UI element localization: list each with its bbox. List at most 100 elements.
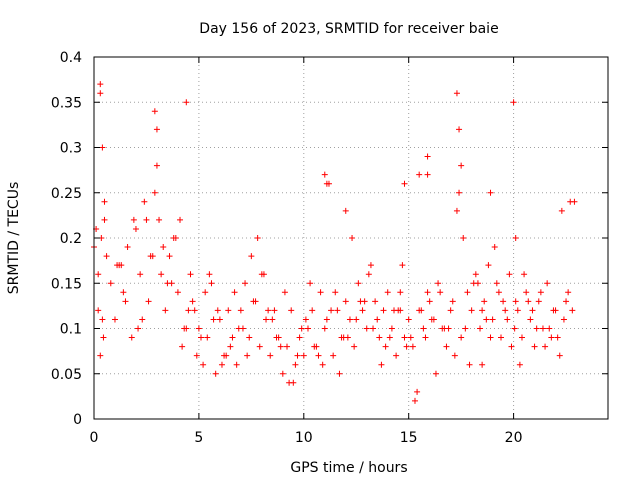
data-point bbox=[307, 280, 314, 287]
data-point bbox=[311, 343, 318, 350]
data-point bbox=[502, 307, 509, 314]
data-point bbox=[401, 180, 408, 187]
data-point bbox=[145, 298, 152, 305]
y-tick-label: 0.4 bbox=[60, 50, 82, 66]
data-point bbox=[422, 334, 429, 341]
data-point bbox=[321, 171, 328, 178]
data-point bbox=[508, 343, 515, 350]
data-point bbox=[487, 334, 494, 341]
data-point bbox=[267, 352, 274, 359]
data-point bbox=[367, 262, 374, 269]
data-point bbox=[252, 298, 259, 305]
data-point bbox=[315, 352, 322, 359]
data-point bbox=[212, 370, 219, 377]
data-point bbox=[340, 334, 347, 341]
data-point bbox=[351, 343, 358, 350]
data-point bbox=[97, 81, 104, 88]
data-point bbox=[504, 316, 511, 323]
data-point bbox=[414, 388, 421, 395]
data-point bbox=[458, 162, 465, 169]
data-point bbox=[349, 235, 356, 241]
data-point bbox=[370, 325, 377, 332]
data-point bbox=[174, 289, 181, 296]
data-point bbox=[191, 307, 198, 314]
data-point bbox=[542, 343, 549, 350]
data-point bbox=[189, 298, 196, 305]
data-point bbox=[384, 289, 391, 296]
data-point bbox=[153, 126, 160, 133]
data-point bbox=[321, 325, 328, 332]
data-point bbox=[218, 361, 225, 368]
data-point bbox=[130, 216, 137, 223]
data-point bbox=[122, 298, 129, 305]
data-point bbox=[477, 325, 484, 332]
data-point bbox=[279, 370, 286, 377]
data-point bbox=[111, 316, 118, 323]
data-point bbox=[95, 271, 102, 278]
data-point bbox=[424, 289, 431, 296]
data-point bbox=[151, 189, 158, 196]
data-point bbox=[185, 307, 192, 314]
data-point bbox=[353, 316, 360, 323]
data-point bbox=[162, 307, 169, 314]
x-tick-label: 10 bbox=[295, 430, 313, 446]
data-point bbox=[481, 298, 488, 305]
data-point bbox=[135, 325, 142, 332]
data-point bbox=[451, 352, 458, 359]
data-point bbox=[399, 262, 406, 269]
data-point bbox=[474, 280, 481, 287]
x-axis-label: GPS time / hours bbox=[290, 460, 407, 476]
data-point bbox=[493, 280, 500, 287]
data-point bbox=[187, 271, 194, 278]
data-point bbox=[101, 216, 108, 223]
data-point bbox=[537, 289, 544, 296]
data-point bbox=[208, 280, 215, 287]
y-tick-label: 0.25 bbox=[51, 186, 82, 202]
data-point bbox=[485, 262, 492, 269]
data-point bbox=[172, 235, 179, 241]
y-tick-label: 0 bbox=[73, 412, 82, 428]
data-point bbox=[342, 298, 349, 305]
y-tick-label: 0.3 bbox=[60, 141, 82, 157]
data-point bbox=[260, 271, 267, 278]
data-point bbox=[197, 334, 204, 341]
data-point bbox=[95, 307, 102, 314]
data-point bbox=[403, 343, 410, 350]
data-point bbox=[527, 316, 534, 323]
data-point bbox=[441, 325, 448, 332]
data-point bbox=[143, 216, 150, 223]
data-point bbox=[206, 271, 213, 278]
data-point bbox=[539, 325, 546, 332]
data-point bbox=[244, 352, 251, 359]
data-point bbox=[523, 289, 530, 296]
data-point bbox=[426, 298, 433, 305]
data-point bbox=[271, 307, 278, 314]
data-point bbox=[533, 325, 540, 332]
data-point bbox=[290, 379, 297, 386]
data-point bbox=[565, 289, 572, 296]
data-point bbox=[97, 352, 104, 359]
data-point bbox=[229, 334, 236, 341]
data-point bbox=[365, 271, 372, 278]
data-point bbox=[237, 307, 244, 314]
data-point bbox=[432, 370, 439, 377]
data-point bbox=[107, 280, 114, 287]
data-point bbox=[378, 361, 385, 368]
data-point bbox=[294, 352, 301, 359]
data-point bbox=[535, 298, 542, 305]
data-point bbox=[288, 307, 295, 314]
data-point bbox=[317, 289, 324, 296]
data-point bbox=[298, 325, 305, 332]
data-point bbox=[563, 298, 570, 305]
data-point bbox=[495, 289, 502, 296]
data-point bbox=[548, 334, 555, 341]
data-point bbox=[456, 189, 463, 196]
data-point bbox=[346, 316, 353, 323]
data-point bbox=[151, 108, 158, 115]
data-point bbox=[193, 352, 200, 359]
data-point bbox=[254, 235, 261, 241]
data-point bbox=[216, 316, 223, 323]
data-point bbox=[233, 361, 240, 368]
data-point bbox=[571, 198, 578, 205]
data-point bbox=[464, 289, 471, 296]
